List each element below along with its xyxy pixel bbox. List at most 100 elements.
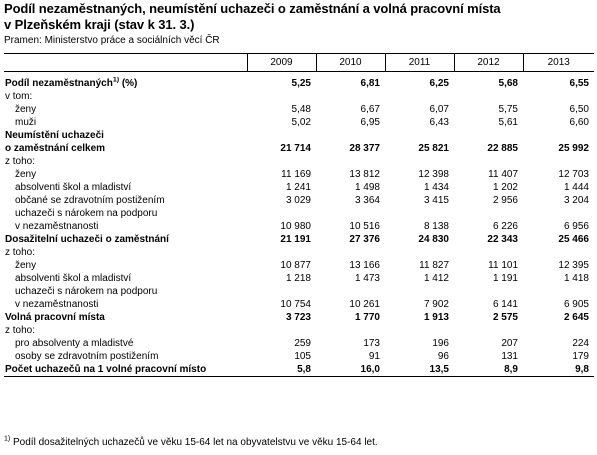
value-cell-2013: 224: [572, 338, 589, 349]
value-cell-2009: [247, 207, 316, 220]
value-cell-2012: 5,68: [498, 78, 518, 89]
table-row: občané se zdravotním postižením 3 029 3 36…: [4, 194, 594, 207]
value-cell-2010: 27 376: [349, 234, 380, 245]
row-label: Dosažitelní uchazeči o zaměstnání: [4, 233, 247, 246]
value-cell-2013: 6 905: [563, 299, 589, 310]
value-cell-2012: 2 956: [492, 195, 518, 206]
value-cell-2010: [316, 129, 385, 142]
value-cell-2012: [454, 246, 523, 259]
table-row: Podíl nezaměstnaných1) (%) 5,25 6,81 6,25 5,…: [4, 77, 594, 90]
value-cell-2011: [385, 155, 454, 168]
value-cell-2009: 3 029: [285, 195, 311, 206]
table-row: v tom:: [4, 90, 594, 103]
row-label-text: muži: [15, 117, 37, 128]
row-label-text: uchazeči s nárokem na podporu: [15, 286, 158, 297]
value-cell-2009: 1 241: [285, 182, 311, 193]
value-cell-2012: 2 575: [492, 312, 518, 323]
value-cell-2009: [247, 324, 316, 337]
row-label: v nezaměstnanosti: [4, 298, 247, 311]
value-cell-2011: 3 415: [423, 195, 449, 206]
row-label-text: z toho:: [5, 325, 36, 336]
value-cell-2009: 10 980: [280, 221, 311, 232]
row-label-text: Podíl nezaměstnaných: [5, 78, 113, 89]
value-cell-2011: 1 412: [423, 273, 449, 284]
value-cell-2009: 3 723: [285, 312, 311, 323]
value-cell-2012: 5,75: [498, 104, 518, 115]
row-label-text: Neumístění uchazeči: [5, 130, 104, 141]
table-row: z toho:: [4, 246, 594, 259]
value-cell-2013: 12 703: [558, 169, 589, 180]
row-label: Podíl nezaměstnaných1) (%): [4, 77, 247, 90]
value-cell-2013: [523, 207, 594, 220]
year-header: 2011: [384, 53, 454, 72]
row-label-text: pro absolventy a mladistvé: [15, 338, 134, 349]
value-cell-2013: [523, 129, 594, 142]
value-cell-2009: 5,02: [291, 117, 311, 128]
value-cell-2013: [523, 90, 594, 103]
value-cell-2010: 3 364: [354, 195, 380, 206]
value-cell-2012: 131: [501, 351, 518, 362]
table-row: z toho:: [4, 324, 594, 337]
value-cell-2011: 6,07: [429, 104, 449, 115]
row-label: absolventi škol a mladiství: [4, 181, 247, 194]
row-label-text: občané se zdravotním postižením: [15, 195, 165, 206]
value-cell-2011: [385, 324, 454, 337]
row-label: Volná pracovní místa: [4, 311, 247, 324]
year-header: 2009: [246, 53, 316, 72]
table-row: ženy 5,48 6,67 6,07 5,75 6,50: [4, 103, 594, 116]
value-cell-2011: [385, 246, 454, 259]
row-label: v nezaměstnanosti: [4, 220, 247, 233]
value-cell-2012: [454, 155, 523, 168]
value-cell-2010: 173: [363, 338, 380, 349]
value-cell-2011: 6,25: [429, 78, 449, 89]
value-cell-2010: [316, 324, 385, 337]
row-label: absolventi škol a mladiství: [4, 272, 247, 285]
header-label-cell: [4, 53, 247, 72]
value-cell-2009: 10 877: [280, 260, 311, 271]
value-cell-2013: 9,8: [523, 363, 594, 377]
value-cell-2013: 6,60: [569, 117, 589, 128]
value-cell-2009: 105: [294, 351, 311, 362]
value-cell-2010: 16,0: [316, 363, 385, 377]
value-cell-2011: [385, 207, 454, 220]
row-label: uchazeči s nárokem na podporu: [4, 207, 247, 220]
value-cell-2012: [454, 90, 523, 103]
value-cell-2010: 1 498: [354, 182, 380, 193]
value-cell-2010: 10 516: [349, 221, 380, 232]
value-cell-2013: [523, 324, 594, 337]
value-cell-2011: 1 434: [423, 182, 449, 193]
value-cell-2011: 196: [432, 338, 449, 349]
row-label: ženy: [4, 168, 247, 181]
value-cell-2013: 179: [572, 351, 589, 362]
table-row: muži 5,02 6,95 6,43 5,61 6,60: [4, 116, 594, 129]
value-cell-2013: 6,55: [569, 78, 589, 89]
table-row: uchazeči s nárokem na podporu: [4, 285, 594, 298]
table-row: z toho:: [4, 155, 594, 168]
value-cell-2013: 1 444: [563, 182, 589, 193]
value-cell-2009: [247, 90, 316, 103]
value-cell-2013: 3 204: [563, 195, 589, 206]
row-label-unit: (%): [119, 78, 138, 89]
table-row: o zaměstnání celkem 21 714 28 377 25 821 22 …: [4, 142, 594, 155]
value-cell-2011: 7 902: [423, 299, 449, 310]
title-line-2: v Plzeňském kraji (stav k 31. 3.): [4, 17, 195, 32]
value-cell-2009: [247, 246, 316, 259]
table-row: ženy 10 877 13 166 11 827 11 101 12 395: [4, 259, 594, 272]
value-cell-2013: 12 395: [558, 260, 589, 271]
row-label-text: absolventi škol a mladiství: [15, 273, 132, 284]
value-cell-2010: 6,67: [360, 104, 380, 115]
value-cell-2009: 5,8: [247, 363, 316, 377]
table-body: Podíl nezaměstnaných1) (%) 5,25 6,81 6,25 5,…: [4, 72, 594, 377]
table-row: Neumístění uchazeči: [4, 129, 594, 142]
value-cell-2013: 6 956: [563, 221, 589, 232]
value-cell-2011: 8 138: [423, 221, 449, 232]
value-cell-2012: 1 202: [492, 182, 518, 193]
value-cell-2010: 1 473: [354, 273, 380, 284]
row-label-text: z toho:: [5, 247, 36, 258]
value-cell-2012: 22 343: [487, 234, 518, 245]
row-label-text: osoby se zdravotním postižením: [15, 351, 159, 362]
table-row: Volná pracovní místa 3 723 1 770 1 913 2 575…: [4, 311, 594, 324]
row-label: ženy: [4, 103, 247, 116]
value-cell-2010: 28 377: [349, 143, 380, 154]
